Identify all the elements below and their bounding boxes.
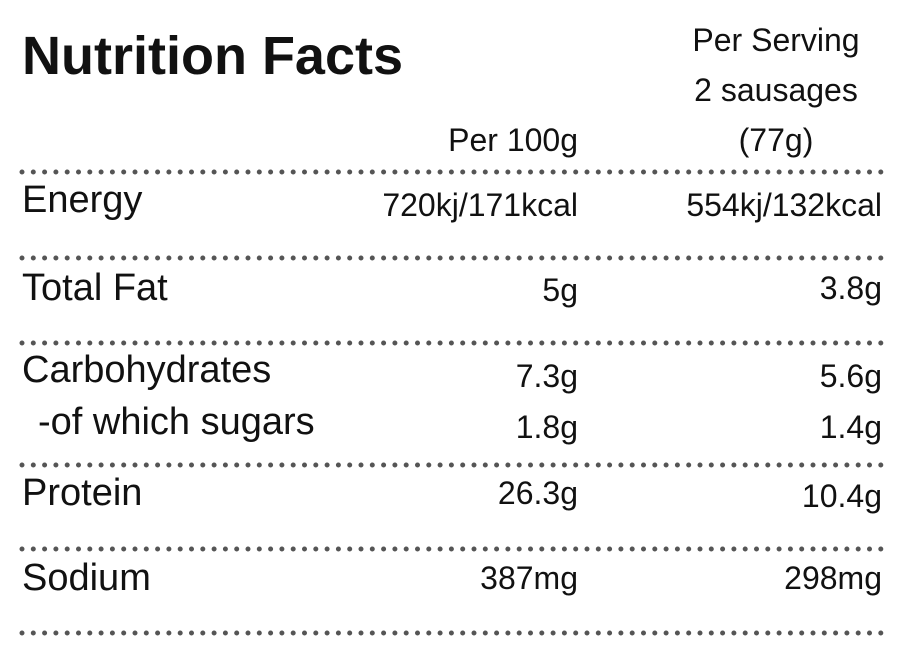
column-header: 2 sausages xyxy=(694,72,858,108)
value-per-serving: 10.4g xyxy=(801,478,882,514)
column-header: Per 100g xyxy=(448,122,578,158)
row-label: Carbohydrates xyxy=(22,349,272,391)
value-per-100g: 720kj/171kcal xyxy=(382,187,578,223)
row-label: Total Fat xyxy=(22,267,168,309)
column-header: Per Serving xyxy=(692,22,860,58)
row-label: Sodium xyxy=(22,557,151,599)
value-per-serving: 298mg xyxy=(784,560,882,596)
value-per-100g: 7.3g xyxy=(515,358,578,394)
value-per-serving: 3.8g xyxy=(819,270,882,306)
row-label: Energy xyxy=(22,179,143,221)
title: Nutrition Facts xyxy=(22,26,404,86)
value-per-100g: 26.3g xyxy=(497,475,578,511)
value-per-100g: 5g xyxy=(542,272,578,308)
column-header: (77g) xyxy=(738,122,814,158)
value-per-serving: 554kj/132kcal xyxy=(686,187,882,223)
row-label: -of which sugars xyxy=(38,401,315,443)
row-label: Protein xyxy=(22,472,143,514)
value-per-100g: 1.8g xyxy=(515,409,578,445)
value-per-serving: 1.4g xyxy=(819,409,882,445)
value-per-serving: 5.6g xyxy=(819,358,882,394)
value-per-100g: 387mg xyxy=(480,560,578,596)
